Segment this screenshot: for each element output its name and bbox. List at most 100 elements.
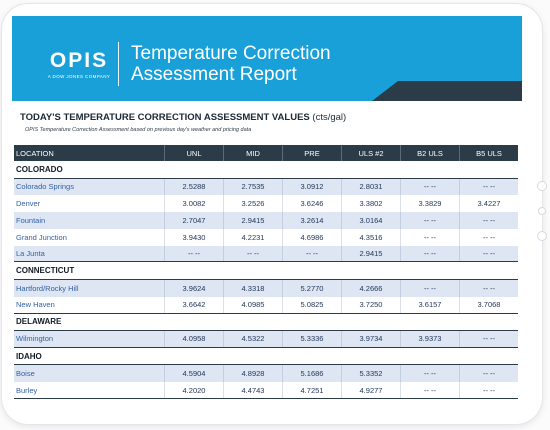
value-cell: 5.2770	[282, 279, 341, 297]
value-cell: -- --	[400, 365, 459, 383]
section-heading: TODAY'S TEMPERATURE CORRECTION ASSESSMEN…	[20, 112, 346, 123]
value-cell: 3.0082	[164, 195, 223, 213]
value-cell: 3.9624	[164, 279, 223, 297]
banner-divider	[118, 42, 119, 86]
value-cell: 3.0164	[341, 212, 400, 229]
value-cell: 3.9734	[341, 331, 400, 347]
table-row: Boise 4.5904 4.8928 5.1686 5.3352 -- -- -- --	[14, 365, 518, 383]
state-group-row: CONNECTICUT	[14, 262, 518, 280]
value-cell: -- --	[459, 382, 518, 398]
location-link[interactable]: Denver	[16, 199, 41, 209]
location-link[interactable]: Grand Junction	[16, 232, 67, 242]
side-button-dot	[538, 232, 546, 240]
value-cell: 3.6246	[282, 195, 341, 213]
column-header-mid: MID	[223, 145, 282, 161]
location-link[interactable]: Wilmington	[16, 334, 54, 344]
state-name: IDAHO	[16, 351, 42, 361]
value-cell: 3.9430	[164, 228, 223, 246]
value-cell: 4.2666	[341, 279, 400, 297]
table-row: New Haven 3.6642 4.0985 5.0825 3.7250 3.6157 3…	[14, 296, 518, 314]
logo-tagline: A DOW JONES COMPANY	[47, 74, 111, 79]
location-link[interactable]: La Junta	[16, 249, 45, 259]
value-cell: 2.8031	[341, 178, 400, 196]
logo-wordmark: OPIS	[49, 49, 109, 72]
value-cell: -- --	[400, 279, 459, 297]
tablet-side-buttons	[538, 0, 548, 430]
location-link[interactable]: Hartford/Rocky Hill	[16, 283, 79, 293]
value-cell: -- --	[459, 331, 518, 347]
location-link[interactable]: Burley	[16, 385, 38, 395]
value-cell: -- --	[459, 365, 518, 383]
value-cell: -- --	[400, 178, 459, 196]
column-header-b5-uls: B5 ULS	[459, 145, 518, 161]
location-link[interactable]: Boise	[16, 369, 35, 379]
value-cell: -- --	[164, 245, 223, 262]
value-cell: 3.2526	[223, 195, 282, 213]
column-header-uls2: ULS #2	[341, 145, 400, 161]
report-page: OPIS A DOW JONES COMPANY Temperature Cor…	[12, 16, 522, 412]
value-cell: 3.0912	[282, 178, 341, 196]
report-title-line-2: Assessment Report	[131, 64, 297, 85]
table-row: Fountain 2.7047 2.9415 3.2614 3.0164 -- -- -- …	[14, 212, 518, 229]
value-cell: -- --	[400, 212, 459, 229]
value-cell: 2.9415	[223, 212, 282, 229]
value-cell: -- --	[223, 245, 282, 262]
value-cell: -- --	[459, 212, 518, 229]
value-cell: -- --	[459, 245, 518, 262]
table-row: Colorado Springs 2.5288 2.7535 3.0912 2.8031…	[14, 178, 518, 196]
table-row: Denver 3.0082 3.2526 3.6246 3.3802 3.3829 3.42…	[14, 195, 518, 213]
value-cell: 3.3829	[400, 195, 459, 213]
table-row: Burley 4.2020 4.4743 4.7251 4.9277 -- -- -- --	[14, 382, 518, 399]
value-cell: 4.9277	[341, 382, 400, 398]
section-heading-units: (cts/gal)	[309, 112, 347, 123]
value-cell: 5.0825	[282, 296, 341, 313]
location-link[interactable]: Fountain	[16, 215, 46, 225]
value-cell: 2.9415	[341, 245, 400, 262]
table-row: La Junta -- -- -- -- -- -- 2.9415 -- -- -- --	[14, 245, 518, 263]
column-header-pre: PRE	[282, 145, 341, 161]
table-header-row: LOCATION UNL MID PRE ULS #2 B2 ULS B5 UL…	[14, 145, 518, 161]
value-cell: 4.3516	[341, 228, 400, 246]
value-cell: 4.0985	[223, 296, 282, 313]
state-name: COLORADO	[16, 164, 63, 174]
value-cell: 3.2614	[282, 212, 341, 229]
value-cell: 4.0958	[164, 331, 223, 347]
location-link[interactable]: Colorado Springs	[16, 182, 74, 192]
report-title: Temperature Correction Assessment Report	[131, 43, 331, 85]
state-group-row: IDAHO	[14, 347, 518, 366]
value-cell: 4.4743	[223, 382, 282, 398]
value-cell: 3.3802	[341, 195, 400, 213]
value-cell: -- --	[400, 245, 459, 262]
value-cell: 4.5322	[223, 331, 282, 347]
value-cell: 2.5288	[164, 178, 223, 196]
value-cell: 5.3352	[341, 365, 400, 383]
value-cell: -- --	[459, 228, 518, 246]
value-cell: 3.9373	[400, 331, 459, 347]
opis-logo: OPIS A DOW JONES COMPANY	[40, 50, 118, 80]
value-cell: -- --	[282, 245, 341, 262]
value-cell: 4.7251	[282, 382, 341, 398]
side-button-dot	[539, 208, 545, 214]
table-row: Grand Junction 3.9430 4.2231 4.6986 4.3516 --…	[14, 228, 518, 246]
table-row: Hartford/Rocky Hill 3.9624 4.3318 5.2770 4.2…	[14, 279, 518, 297]
section-subtitle: OPIS Temperature Correction Assessment b…	[25, 127, 252, 133]
section-heading-main: TODAY'S TEMPERATURE CORRECTION ASSESSMEN…	[20, 112, 310, 123]
value-cell: 2.7047	[164, 212, 223, 229]
value-cell: -- --	[400, 228, 459, 246]
column-header-location: LOCATION	[16, 148, 54, 158]
value-cell: 3.4227	[459, 195, 518, 213]
state-name: DELAWARE	[16, 317, 62, 327]
value-cell: -- --	[459, 279, 518, 297]
value-cell: 3.7068	[459, 296, 518, 313]
value-cell: 5.3336	[282, 331, 341, 347]
value-cell: 5.1686	[282, 365, 341, 383]
value-cell: 4.2020	[164, 382, 223, 398]
value-cell: 4.3318	[223, 279, 282, 297]
value-cell: 4.2231	[223, 228, 282, 246]
value-cell: 3.6642	[164, 296, 223, 313]
value-cell: -- --	[400, 382, 459, 398]
location-link[interactable]: New Haven	[16, 300, 55, 310]
value-cell: 2.7535	[223, 178, 282, 196]
value-cell: 4.6986	[282, 228, 341, 246]
